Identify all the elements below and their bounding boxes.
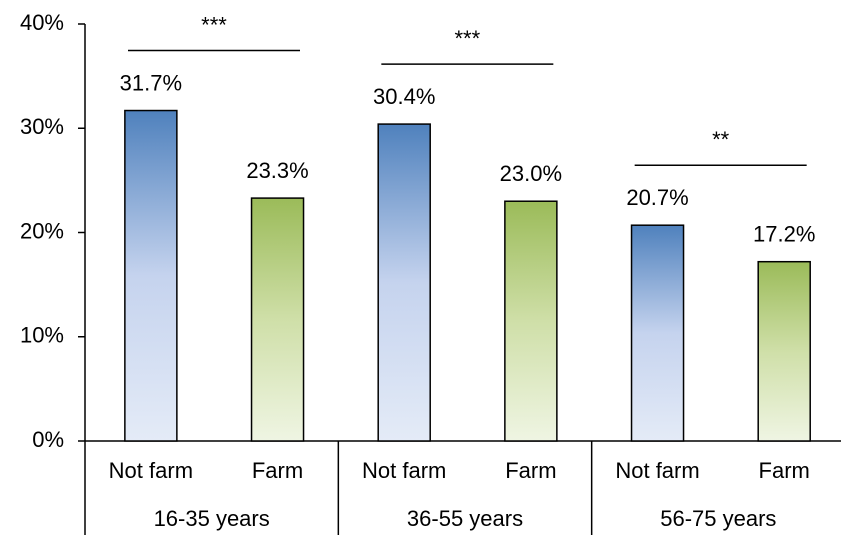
value-label: 20.7%	[626, 185, 688, 210]
group-label: 56-75 years	[660, 506, 776, 531]
x-tick-label: Farm	[252, 458, 303, 483]
value-label: 23.0%	[500, 161, 562, 186]
significance-label: ***	[454, 26, 480, 51]
value-label: 17.2%	[753, 222, 815, 247]
significance-label: **	[712, 127, 730, 152]
y-tick-label: 10%	[20, 323, 64, 348]
significance-label: ***	[201, 12, 227, 37]
x-tick-label: Not farm	[615, 458, 699, 483]
value-label: 31.7%	[120, 70, 182, 95]
y-tick-label: 40%	[20, 10, 64, 35]
x-tick-label: Not farm	[109, 458, 193, 483]
y-tick-label: 0%	[32, 427, 64, 452]
y-tick-label: 20%	[20, 218, 64, 243]
x-tick-label: Farm	[759, 458, 810, 483]
bar	[630, 224, 685, 442]
bar	[250, 197, 305, 442]
bar	[124, 109, 178, 442]
bar	[757, 260, 811, 442]
x-tick-label: Not farm	[362, 458, 446, 483]
value-label: 23.3%	[246, 158, 308, 183]
x-tick-label: Farm	[505, 458, 556, 483]
group-label: 16-35 years	[154, 506, 270, 531]
bar	[504, 200, 558, 442]
group-label: 36-55 years	[407, 506, 523, 531]
value-label: 30.4%	[373, 84, 435, 109]
bar	[377, 123, 431, 442]
y-tick-label: 30%	[20, 114, 64, 139]
